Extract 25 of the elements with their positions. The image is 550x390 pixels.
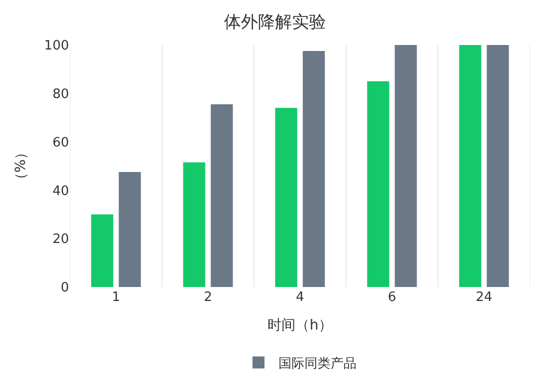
y-tick-label: 100 xyxy=(44,38,69,54)
bar xyxy=(275,108,298,287)
bar xyxy=(486,45,509,287)
y-tick-label: 40 xyxy=(52,184,69,199)
x-tick-label: 2 xyxy=(204,290,212,305)
bar xyxy=(183,162,206,287)
x-tick-label: 6 xyxy=(388,290,396,305)
legend-label: 国际同类产品 xyxy=(278,356,356,372)
chart-title: 体外降解实验 xyxy=(224,12,326,32)
x-tick-label: 24 xyxy=(476,290,492,305)
y-tick-label: 20 xyxy=(52,232,69,248)
bar xyxy=(302,51,325,287)
bar xyxy=(394,45,417,287)
bar xyxy=(459,45,482,287)
x-axis-title: 时间（h） xyxy=(268,317,332,334)
y-tick-label: 60 xyxy=(52,135,69,150)
y-tick-label: 0 xyxy=(60,280,69,296)
x-tick-label: 4 xyxy=(296,290,304,305)
bar xyxy=(118,172,141,287)
y-axis-title: （%） xyxy=(12,145,29,187)
bar xyxy=(367,81,390,287)
bar xyxy=(91,214,114,287)
x-tick-label: 1 xyxy=(112,290,120,305)
bar xyxy=(210,104,233,287)
y-tick-label: 80 xyxy=(52,86,69,102)
